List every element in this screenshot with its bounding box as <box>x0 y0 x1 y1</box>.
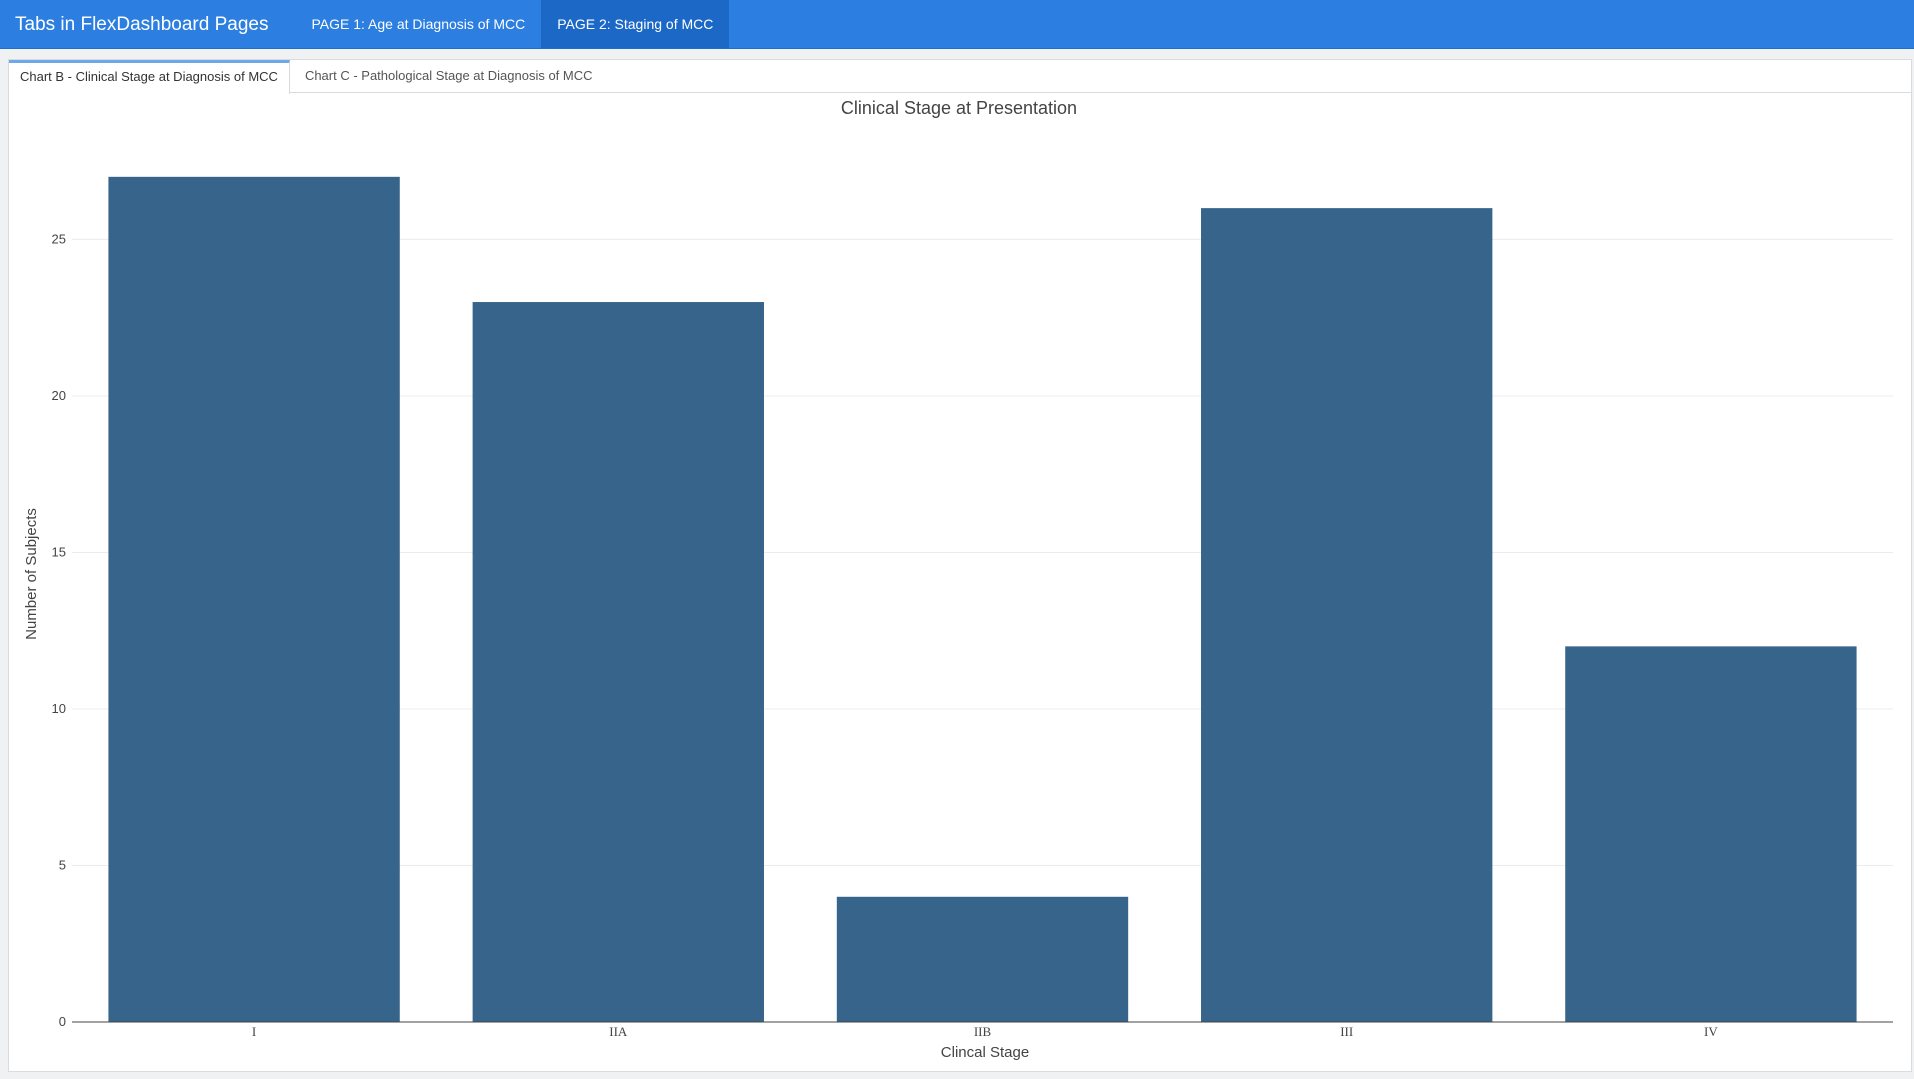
bar-iii[interactable] <box>1201 208 1493 1022</box>
x-tick-label: IIA <box>609 1024 628 1039</box>
bars <box>108 176 1857 1022</box>
y-axis-title: Number of Subjects <box>23 508 40 640</box>
bar-iv[interactable] <box>1565 646 1857 1022</box>
y-axis-ticks: 0 5 10 15 20 25 <box>52 231 66 1029</box>
nav-page-2[interactable]: PAGE 2: Staging of MCC <box>541 0 730 48</box>
x-axis-ticks: I IIA IIB III IV <box>252 1024 1718 1039</box>
tab-chart-b[interactable]: Chart B - Clinical Stage at Diagnosis of… <box>9 60 290 94</box>
chart-title: Clinical Stage at Presentation <box>841 98 1077 118</box>
bar-chart: Clinical Stage at Presentation 0 5 10 15 20 2… <box>23 98 1893 1061</box>
x-tick-label: IIB <box>974 1024 992 1039</box>
x-axis-title: Clincal Stage <box>941 1044 1029 1061</box>
y-tick-label: 15 <box>52 544 66 559</box>
bar-i[interactable] <box>108 176 400 1022</box>
x-tick-label: IV <box>1704 1024 1718 1039</box>
chart-tabs: Chart B - Clinical Stage at Diagnosis of… <box>9 60 1911 94</box>
y-tick-label: 20 <box>52 388 66 403</box>
x-tick-label: III <box>1340 1024 1353 1039</box>
bar-iib[interactable] <box>836 896 1129 1022</box>
chart-panel: Chart B - Clinical Stage at Diagnosis of… <box>8 59 1912 1072</box>
y-tick-label: 10 <box>52 701 66 716</box>
dashboard-title[interactable]: Tabs in FlexDashboard Pages <box>15 14 269 35</box>
top-navbar: Tabs in FlexDashboard Pages PAGE 1: Age … <box>0 0 1914 49</box>
y-tick-label: 25 <box>52 231 66 246</box>
bar-iia[interactable] <box>472 302 764 1022</box>
tab-chart-c[interactable]: Chart C - Pathological Stage at Diagnosi… <box>304 68 593 83</box>
y-tick-label: 0 <box>59 1014 66 1029</box>
nav-page-1[interactable]: PAGE 1: Age at Diagnosis of MCC <box>311 16 526 32</box>
x-tick-label: I <box>252 1024 256 1039</box>
y-tick-label: 5 <box>59 857 66 872</box>
